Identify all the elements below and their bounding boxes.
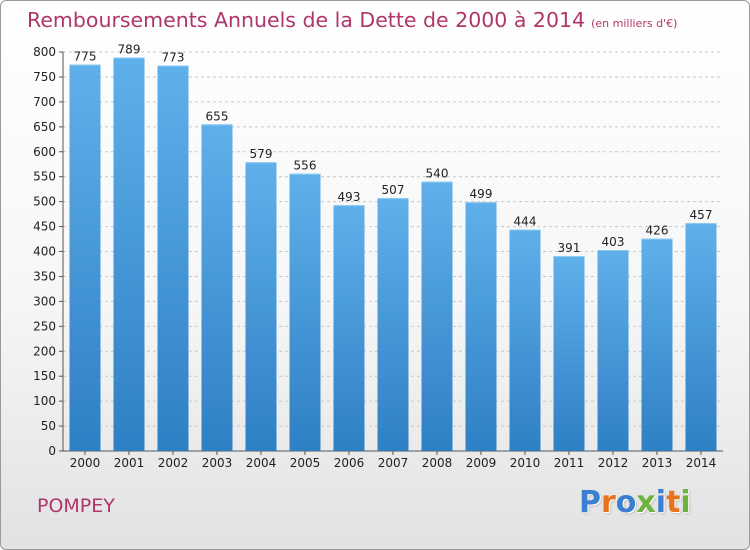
- bar-2002: [157, 65, 189, 451]
- data-label-2010: 444: [514, 215, 537, 229]
- y-tick-label: 200: [33, 344, 56, 358]
- data-label-2001: 789: [118, 42, 141, 56]
- data-labels: 775 789 773 655 579 556 493 507 540 499 444 391 403 4…: [74, 42, 713, 255]
- x-tick-label: 2008: [422, 456, 453, 470]
- bar-2001: [113, 57, 145, 451]
- bar-2003: [201, 124, 233, 451]
- bar-2008: [421, 181, 453, 452]
- y-tick-label: 800: [33, 45, 56, 59]
- logo-letter: P: [579, 485, 601, 520]
- logo-letter: t: [666, 485, 681, 520]
- y-tick-label: 600: [33, 145, 56, 159]
- y-tick-label: 750: [33, 70, 56, 84]
- x-tick-label: 2004: [246, 456, 277, 470]
- location-label: POMPEY: [37, 495, 115, 517]
- y-tick-label: 650: [33, 120, 56, 134]
- bar-2011: [553, 255, 585, 451]
- y-tick-label: 400: [33, 245, 56, 259]
- data-label-2009: 499: [470, 187, 493, 201]
- data-label-2000: 775: [74, 49, 97, 63]
- x-tick-label: 2009: [466, 456, 497, 470]
- chart-subtitle: (en milliers d'€): [591, 17, 678, 30]
- y-tick-label: 700: [33, 95, 56, 109]
- logo-letter: x: [636, 485, 656, 520]
- x-tick-label: 2010: [510, 456, 541, 470]
- proxiti-logo[interactable]: Proxiti: [579, 485, 691, 520]
- y-tick-label: 500: [33, 195, 56, 209]
- chart-title-text: Remboursements Annuels de la Dette de 20…: [27, 8, 586, 32]
- y-tick-label: 100: [33, 394, 56, 408]
- data-label-2007: 507: [382, 183, 405, 197]
- data-label-2003: 655: [206, 109, 229, 123]
- data-label-2011: 391: [558, 241, 581, 255]
- data-label-2013: 426: [646, 224, 669, 238]
- logo-letter: o: [615, 485, 637, 520]
- x-tick-label: 2003: [202, 456, 233, 470]
- x-tick-label: 2001: [114, 456, 145, 470]
- x-tick-label: 2000: [70, 456, 101, 470]
- data-label-2002: 773: [162, 50, 185, 64]
- data-label-2014: 457: [690, 208, 713, 222]
- y-tick-label: 350: [33, 269, 56, 283]
- chart-title: Remboursements Annuels de la Dette de 20…: [27, 8, 677, 32]
- x-tick-label: 2013: [642, 456, 673, 470]
- x-tick-label: 2006: [334, 456, 365, 470]
- axes: 0 50 100 150 200 250 300 350 400 450 500 550 600 650 7…: [33, 45, 723, 470]
- data-label-2012: 403: [602, 235, 625, 249]
- bars: [69, 57, 717, 452]
- bar-2012: [597, 250, 629, 451]
- y-tick-label: 450: [33, 220, 56, 234]
- bar-2005: [289, 173, 321, 451]
- bar-2007: [377, 198, 409, 451]
- x-tick-label: 2005: [290, 456, 321, 470]
- bar-2010: [509, 229, 541, 451]
- data-label-2008: 540: [426, 167, 449, 181]
- bar-2014: [685, 223, 717, 451]
- bar-2009: [465, 202, 497, 451]
- logo-letter: i: [680, 485, 691, 520]
- x-tick-label: 2014: [686, 456, 717, 470]
- y-tick-label: 150: [33, 369, 56, 383]
- y-tick-label: 0: [48, 444, 56, 458]
- bar-2006: [333, 205, 365, 451]
- data-label-2006: 493: [338, 190, 361, 204]
- y-tick-label: 300: [33, 294, 56, 308]
- bar-2013: [641, 238, 673, 451]
- y-tick-label: 550: [33, 170, 56, 184]
- data-label-2005: 556: [294, 159, 317, 173]
- logo-letter: r: [601, 485, 616, 520]
- logo-letter: i: [655, 485, 667, 520]
- x-tick-label: 2011: [554, 456, 585, 470]
- bar-2004: [245, 162, 277, 451]
- x-tick-label: 2007: [378, 456, 409, 470]
- y-tick-label: 50: [41, 419, 56, 433]
- data-label-2004: 579: [250, 147, 273, 161]
- x-tick-label: 2012: [598, 456, 629, 470]
- x-tick-label: 2002: [158, 456, 189, 470]
- bar-2000: [69, 64, 101, 451]
- y-tick-label: 250: [33, 319, 56, 333]
